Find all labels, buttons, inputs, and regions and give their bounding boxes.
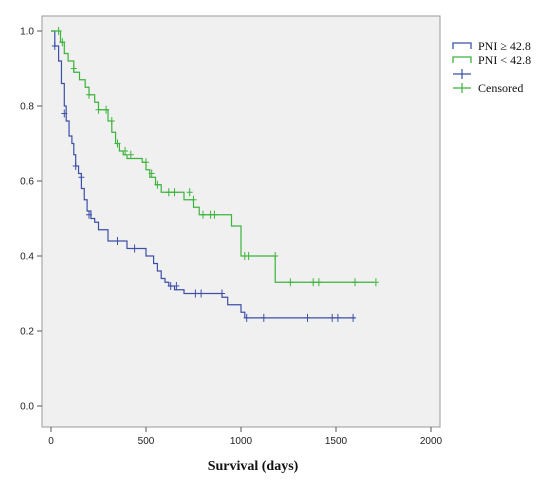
censor-mark [243, 313, 250, 322]
censor-mark [192, 289, 199, 298]
censor-mark [148, 169, 155, 178]
censor-mark [260, 313, 267, 322]
y-tick-label: 1.0 [20, 27, 34, 38]
plot-area [41, 15, 441, 428]
y-tick-label: 0.0 [20, 402, 34, 413]
censor-mark [173, 282, 180, 290]
censor-mark [122, 147, 129, 155]
censor-mark [108, 117, 115, 125]
x-tick-label: 1500 [325, 436, 348, 447]
x-tick-label: 1000 [230, 436, 253, 447]
censor-mark [186, 188, 193, 197]
censor-mark [372, 278, 379, 287]
y-tick-label: 0.4 [20, 252, 34, 263]
x-tick-label: 0 [48, 436, 54, 447]
y-axis: 0.0 0.2 0.4 0.6 0.8 1.0 [20, 27, 42, 413]
legend-swatch-step [452, 42, 472, 49]
censor-mark [350, 313, 357, 322]
censor-mark [272, 252, 279, 260]
censor-mark [61, 109, 68, 118]
censor-mark [78, 173, 85, 182]
y-tick-label: 0.6 [20, 177, 34, 188]
censor-mark [154, 180, 161, 189]
x-tick-label: 2000 [420, 436, 443, 447]
y-tick-label: 0.2 [20, 327, 34, 338]
censor-mark [315, 278, 322, 287]
censor-mark [171, 188, 178, 197]
censor-mark [95, 105, 102, 114]
censor-mark [127, 150, 134, 159]
legend-swatch-censor [453, 83, 471, 93]
legend-swatch-censor [453, 69, 471, 79]
censor-mark [59, 38, 66, 47]
series-layer [51, 27, 379, 322]
censor-mark [165, 188, 172, 197]
censor-mark [167, 282, 174, 290]
censor-mark [310, 278, 317, 287]
legend-label: PNI ≥ 42.8 [478, 39, 531, 53]
censor-mark [114, 139, 121, 148]
censor-mark [86, 90, 92, 99]
censor-mark [219, 289, 225, 298]
x-tick-label: 500 [138, 436, 155, 447]
censor-mark [72, 162, 79, 170]
y-tick-label: 0.8 [20, 102, 34, 113]
censor-mark [190, 195, 197, 204]
censor-mark [86, 210, 92, 219]
censor-mark [200, 210, 206, 219]
censor-mark [114, 237, 121, 245]
censor-mark [211, 210, 218, 219]
censor-mark [143, 158, 149, 167]
censor-mark [287, 278, 294, 287]
km-curve-series-1 [51, 30, 355, 319]
x-axis-title: Survival (days) [208, 459, 299, 474]
censor-mark [198, 289, 205, 298]
censor-mark [245, 252, 252, 260]
censor-mark [304, 313, 311, 322]
x-axis: 0 500 1000 1500 2000 [48, 427, 443, 447]
censor-mark [334, 313, 341, 322]
censor-mark [131, 244, 138, 253]
legend-label: PNI < 42.8 [478, 53, 531, 67]
legend-swatch-step [452, 56, 472, 63]
censor-mark [51, 42, 58, 50]
censor-mark [70, 64, 77, 73]
censor-mark [352, 278, 358, 287]
censor-mark [55, 27, 62, 35]
censor-mark [103, 105, 110, 114]
censor-mark [329, 313, 336, 322]
legend-label: Censored [478, 81, 523, 95]
